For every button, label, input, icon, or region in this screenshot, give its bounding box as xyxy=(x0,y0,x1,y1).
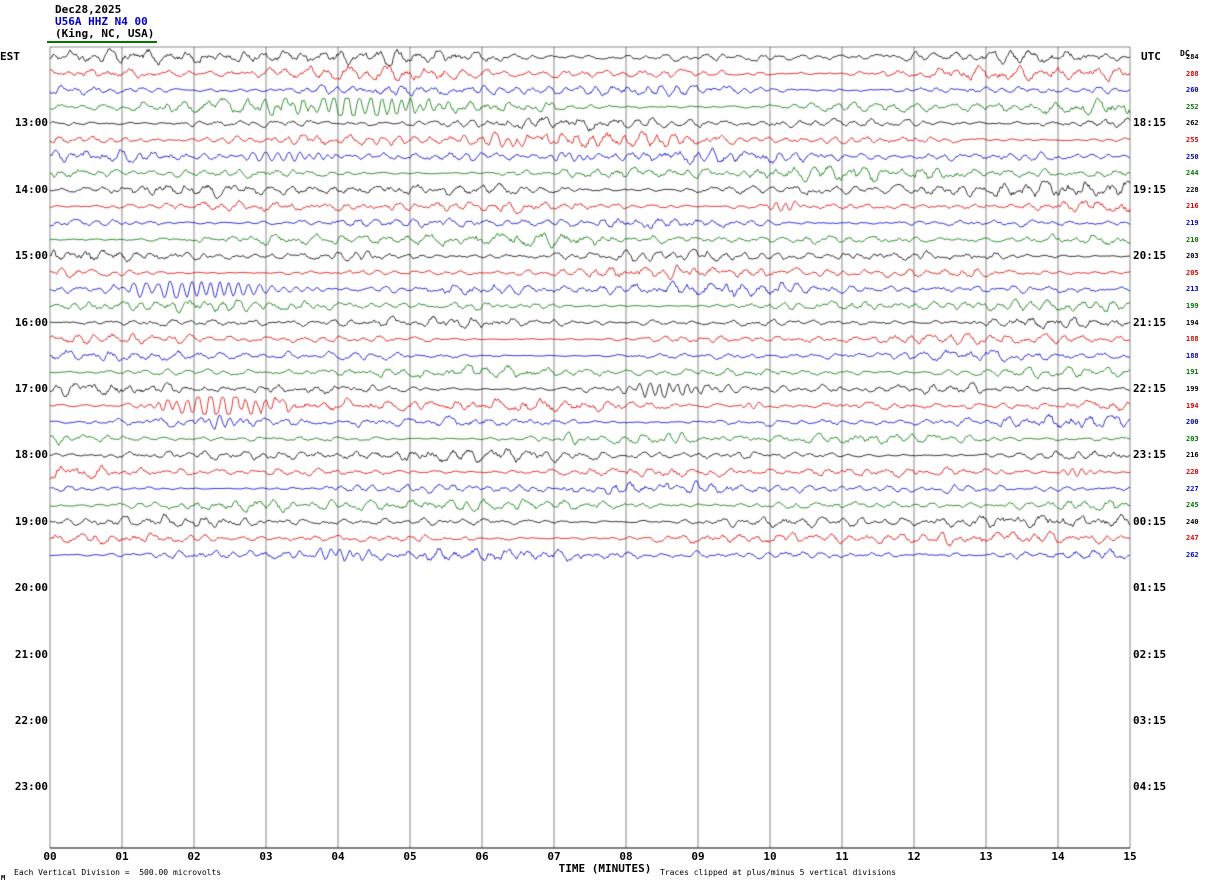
dc-value: 216 xyxy=(1186,202,1199,211)
utc-time-label: 23:15 xyxy=(1133,448,1167,462)
dc-value: 216 xyxy=(1186,451,1199,460)
utc-time-label: 18:15 xyxy=(1133,116,1167,130)
est-time-label: 22:00 xyxy=(14,714,48,727)
dc-value: 284 xyxy=(1186,53,1199,61)
dc-value: 199 xyxy=(1186,385,1199,393)
dc-value: 194 xyxy=(1186,318,1199,327)
dc-value: 228 xyxy=(1186,185,1199,194)
x-tick-label: 03 xyxy=(259,850,273,863)
utc-time-label: 03:15 xyxy=(1133,714,1167,727)
title-date: Dec28,2025 xyxy=(55,3,122,16)
footer-scale-note: Each Vertical Division = 500.00 microvol… xyxy=(14,868,222,877)
est-time-label: 16:00 xyxy=(14,315,48,329)
x-axis-title: TIME (MINUTES) xyxy=(558,862,652,875)
dc-value: 288 xyxy=(1186,69,1199,78)
x-tick-label: 06 xyxy=(475,850,489,863)
est-time-label: 18:00 xyxy=(14,448,48,462)
dc-value: 247 xyxy=(1186,534,1199,543)
est-time-label: 21:00 xyxy=(14,647,48,661)
dc-value: 199 xyxy=(1186,302,1199,310)
utc-time-label: 01:15 xyxy=(1133,581,1167,595)
dc-value: 191 xyxy=(1186,368,1199,377)
dc-value: 194 xyxy=(1186,401,1199,410)
est-time-label: 19:00 xyxy=(14,514,48,528)
x-tick-label: 01 xyxy=(115,850,129,863)
dc-value: 205 xyxy=(1186,268,1199,277)
dc-value: 200 xyxy=(1186,418,1199,427)
left-axis-label: EST xyxy=(0,50,20,63)
utc-time-label: 20:15 xyxy=(1133,249,1167,263)
dc-value: 260 xyxy=(1186,86,1199,95)
dc-value: 188 xyxy=(1186,335,1199,344)
dc-value: 210 xyxy=(1186,235,1199,244)
x-tick-label: 09 xyxy=(691,850,705,863)
x-tick-label: 08 xyxy=(619,850,633,863)
dc-value: 227 xyxy=(1186,484,1199,493)
est-time-label: 20:00 xyxy=(14,581,48,595)
est-time-label: 23:00 xyxy=(14,780,48,794)
title-station: U56A HHZ N4 00 xyxy=(55,15,148,28)
dc-value: 213 xyxy=(1186,285,1199,294)
est-time-label: 17:00 xyxy=(14,382,48,395)
title-underline xyxy=(47,41,157,43)
dc-value: 252 xyxy=(1186,102,1199,111)
right-axis-label: UTC xyxy=(1141,50,1161,63)
x-tick-label: 07 xyxy=(547,850,561,863)
utc-time-label: 00:15 xyxy=(1133,514,1167,528)
dc-value: 219 xyxy=(1186,219,1199,227)
est-time-label: 15:00 xyxy=(14,249,48,263)
x-tick-label: 14 xyxy=(1051,850,1065,863)
dc-value: 245 xyxy=(1186,501,1199,510)
x-tick-label: 11 xyxy=(835,850,849,863)
utc-time-label: 19:15 xyxy=(1133,182,1167,196)
corner-mark: M xyxy=(1,874,6,882)
utc-time-label: 02:15 xyxy=(1133,647,1167,661)
title-location: (King, NC, USA) xyxy=(55,27,155,40)
est-time-label: 14:00 xyxy=(14,182,48,196)
dc-value: 203 xyxy=(1186,252,1199,261)
x-tick-label: 05 xyxy=(403,850,417,863)
x-tick-label: 15 xyxy=(1123,850,1137,863)
utc-time-label: 04:15 xyxy=(1133,780,1167,794)
x-tick-label: 12 xyxy=(907,850,921,863)
dc-value: 262 xyxy=(1186,551,1199,559)
utc-time-label: 21:15 xyxy=(1133,315,1167,329)
est-time-label: 13:00 xyxy=(14,116,48,130)
x-tick-label: 00 xyxy=(43,850,57,863)
dc-value: 244 xyxy=(1186,169,1199,178)
footer-clip-note: Traces clipped at plus/minus 5 vertical … xyxy=(660,868,897,877)
x-tick-label: 13 xyxy=(979,850,993,863)
dc-value: 262 xyxy=(1186,119,1199,128)
x-tick-label: 10 xyxy=(763,850,777,863)
dc-value: 220 xyxy=(1186,468,1199,476)
dc-column-label: DC xyxy=(1180,49,1190,58)
utc-time-label: 22:15 xyxy=(1133,382,1167,395)
dc-value: 203 xyxy=(1186,434,1199,443)
x-tick-label: 04 xyxy=(331,850,345,863)
dc-value: 250 xyxy=(1186,152,1199,161)
dc-value: 240 xyxy=(1186,517,1199,526)
x-tick-label: 02 xyxy=(187,850,201,863)
dc-value: 255 xyxy=(1186,136,1199,144)
dc-value: 188 xyxy=(1186,351,1199,360)
